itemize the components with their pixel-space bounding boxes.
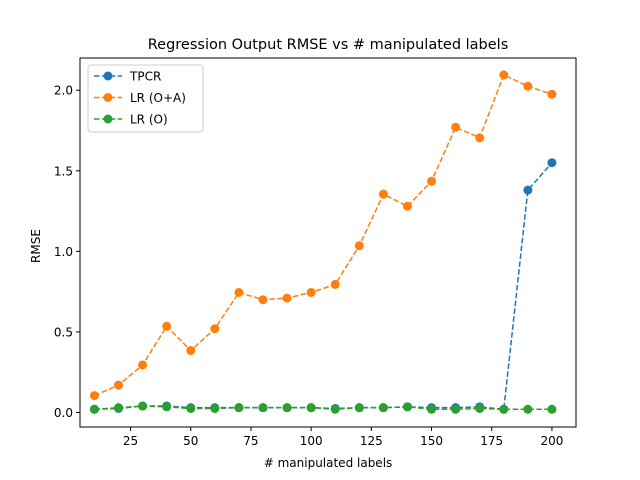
legend-box [87, 64, 204, 133]
data-point [330, 279, 340, 289]
data-point [475, 133, 485, 143]
data-point [114, 403, 124, 413]
data-point [138, 360, 148, 370]
data-point [427, 404, 437, 414]
x-tick-label: 125 [360, 434, 383, 448]
data-point [162, 321, 172, 331]
y-tick-label: 2.0 [54, 84, 73, 98]
y-tick-label: 0.5 [54, 325, 73, 339]
data-point [451, 122, 461, 132]
data-point [258, 403, 268, 413]
data-point [354, 241, 364, 251]
data-point [402, 402, 412, 412]
legend-marker [103, 71, 113, 81]
legend-label: LR (O) [130, 113, 168, 127]
data-point [402, 201, 412, 211]
x-tick-label: 175 [480, 434, 503, 448]
y-tick-label: 1.0 [54, 245, 73, 259]
x-tick-label: 100 [300, 434, 323, 448]
data-point [354, 403, 364, 413]
data-point [547, 404, 557, 414]
data-point [162, 402, 172, 412]
legend: TPCR LR (O+A) LR (O) [87, 64, 204, 133]
chart-title: Regression Output RMSE vs # manipulated … [148, 37, 509, 53]
data-point [378, 189, 388, 199]
y-tick-label: 1.5 [54, 164, 73, 178]
data-point [306, 403, 316, 413]
data-point [499, 70, 509, 80]
data-point [210, 403, 220, 413]
data-point [451, 404, 461, 414]
data-point [547, 89, 557, 99]
plot-area: 25 50 75 100 125 150 175 200 0.0 0.5 1.0 1.5 2.0 [54, 57, 577, 448]
x-axis-label: # manipulated labels [264, 456, 393, 470]
data-point [234, 287, 244, 297]
data-point [378, 403, 388, 413]
legend-label: TPCR [129, 70, 161, 84]
axes-frame [79, 57, 577, 428]
y-tick-label: 0.0 [54, 406, 73, 420]
data-point [427, 176, 437, 186]
data-point [282, 403, 292, 413]
data-point [89, 391, 99, 401]
legend-marker [103, 114, 113, 124]
data-point [89, 404, 99, 414]
data-point [547, 158, 557, 168]
x-tick-label: 25 [123, 434, 138, 448]
data-point [523, 404, 533, 414]
y-axis-label: RMSE [29, 229, 43, 263]
data-point [475, 403, 485, 413]
legend-label: LR (O+A) [130, 91, 186, 105]
data-point [234, 403, 244, 413]
x-tick-label: 200 [540, 434, 563, 448]
x-tick-label: 50 [183, 434, 198, 448]
data-point [523, 81, 533, 91]
x-tick-label: 150 [420, 434, 443, 448]
data-point [258, 295, 268, 305]
data-point [114, 380, 124, 390]
data-point [330, 404, 340, 414]
legend-marker [103, 93, 113, 102]
data-point [186, 403, 196, 413]
data-point [186, 345, 196, 355]
data-point [306, 287, 316, 297]
data-point [210, 324, 220, 334]
series-line-0 [94, 162, 553, 411]
data-point [499, 404, 509, 414]
x-tick-label: 75 [243, 434, 258, 448]
data-point [138, 401, 148, 411]
data-point [282, 293, 292, 303]
data-point [523, 185, 533, 195]
